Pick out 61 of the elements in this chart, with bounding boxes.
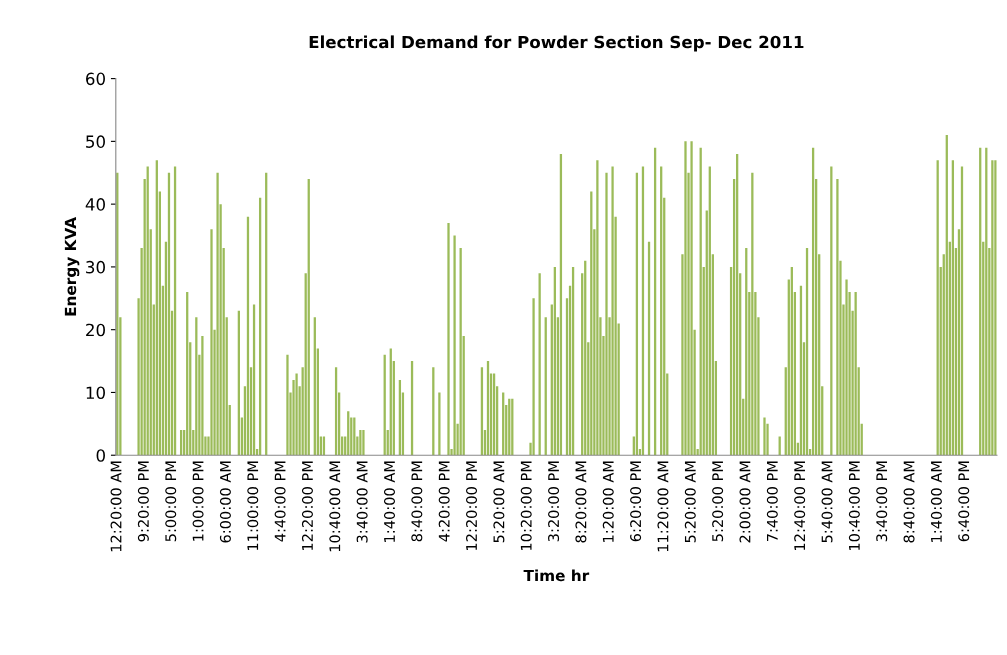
x-tick-label: 12:20:00 PM — [301, 461, 313, 550]
bar — [453, 235, 456, 456]
x-tick-label: 7:40:00 PM — [766, 461, 778, 542]
x-tick-label: 9:20:00 PM — [137, 461, 149, 542]
y-tick-label: 50 — [86, 135, 105, 148]
x-tick-label: 5:40:00 AM — [821, 461, 833, 543]
bar — [359, 430, 362, 456]
bar — [216, 172, 219, 456]
x-tick-label: 5:20:00 AM — [493, 461, 505, 543]
x-tick-label: 1:40:00 AM — [930, 461, 942, 542]
y-tick-label: 40 — [85, 198, 105, 211]
x-tick-label: 8:20:00 AM — [575, 461, 587, 543]
x-tick-label: 10:20:00 PM — [520, 461, 532, 550]
x-tick-label: 12:20:00 PM — [466, 461, 478, 550]
x-tick-label: 11:20:00 AM — [657, 461, 669, 552]
x-tick-label: 1:00:00 PM — [192, 461, 204, 541]
y-tick-label: 30 — [86, 260, 105, 274]
bar — [763, 417, 766, 456]
x-tick-label: 5:20:00 PM — [712, 461, 724, 542]
bar — [362, 430, 365, 456]
x-tick-label: 12:20:00 AM — [110, 461, 122, 552]
x-tick-label: 1:40:00 AM — [383, 461, 396, 542]
x-tick-label: 5:00:00 PM — [165, 461, 177, 542]
x-tick-label: 3:40:00 PM — [876, 461, 888, 542]
x-tick-label: 6:20:00 PM — [630, 461, 642, 542]
x-tick-label: 3:40:00 AM — [356, 461, 368, 543]
bar — [286, 354, 289, 456]
bar — [611, 166, 614, 456]
x-tick-label: 6:00:00 AM — [219, 461, 231, 543]
bar — [532, 298, 535, 456]
bar — [596, 160, 599, 456]
bar — [845, 279, 848, 456]
x-tick-label: 10:40:00 AM — [329, 461, 341, 552]
x-tick-label: 3:20:00 PM — [548, 461, 560, 542]
bar — [605, 172, 608, 456]
y-axis-title: Energy KVA — [64, 217, 80, 316]
bar — [210, 229, 213, 456]
x-axis-title: Time hr — [523, 569, 590, 582]
x-tick-label: 12:40:00 PM — [794, 461, 806, 550]
y-tick-label: 60 — [86, 72, 105, 86]
x-tick-label: 4:20:00 PM — [438, 461, 450, 542]
bar — [447, 222, 450, 456]
bar — [836, 179, 839, 456]
x-tick-label: 5:20:00 AM — [684, 461, 696, 543]
y-tick-label: 20 — [86, 323, 105, 337]
bar — [438, 392, 441, 456]
x-tick-label: 8:40:00 PM — [411, 461, 423, 542]
bar — [295, 373, 298, 456]
x-tick-label: 4:40:00 PM — [274, 461, 286, 542]
x-tick-label: 6:40:00 PM — [958, 461, 970, 542]
x-tick-label: 8:40:00 AM — [903, 461, 915, 543]
x-tick-label: 1:20:00 AM — [602, 461, 614, 542]
x-tick-label: 11:00:00 PM — [247, 461, 259, 550]
bar — [201, 335, 204, 456]
chart-title: Electrical Demand for Powder Section Sep- Dec 2011 — [309, 35, 804, 52]
bar — [690, 141, 693, 456]
y-tick-label: 0 — [96, 449, 105, 462]
bar — [684, 141, 687, 456]
y-tick-label: 10 — [86, 386, 105, 400]
x-tick-label: 10:40:00 PM — [848, 461, 860, 550]
x-tick-label: 2:00:00 AM — [739, 461, 751, 543]
